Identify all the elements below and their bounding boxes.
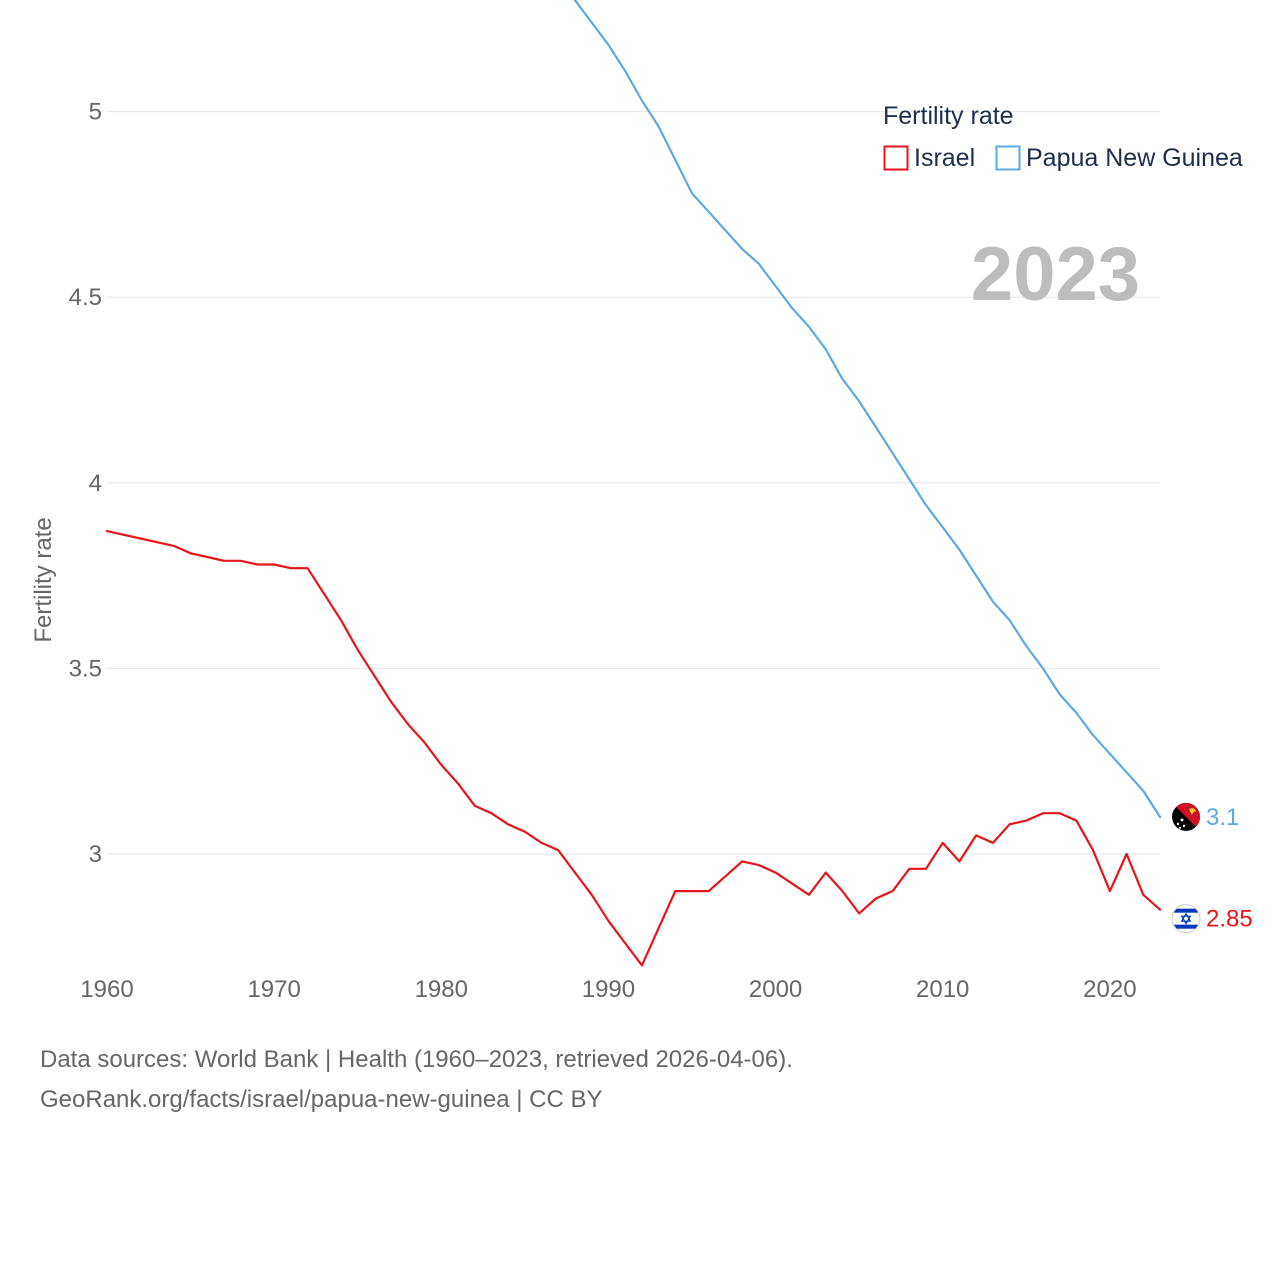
x-tick-label: 2020 [1083,976,1136,1003]
y-axis-title: Fertility rate [30,517,57,642]
x-tick-label: 1960 [80,976,133,1003]
data-source-text: Data sources: World Bank | Health (1960–… [40,1046,793,1073]
legend-item-papua-new-guinea[interactable]: Papua New Guinea [995,144,1243,172]
end-label-israel: 2.85 [1206,906,1253,933]
legend-item-israel[interactable]: Israel [883,144,976,172]
israel-flag-icon [1171,904,1201,934]
x-tick-label: 1980 [415,976,468,1003]
x-tick-label: 2010 [916,976,969,1003]
year-label: 2023 [971,232,1140,317]
series-line-papua-new-guinea[interactable] [107,0,1162,819]
y-axis-ticks: 33.544.555.56 [69,99,102,868]
attribution-text: GeoRank.org/facts/israel/papua-new-guine… [40,1086,603,1113]
y-tick-label: 3 [89,841,102,868]
gridlines [107,111,1160,855]
legend-label-israel: Israel [914,144,975,172]
x-tick-label: 1970 [247,976,300,1003]
y-tick-label: 5 [89,99,102,126]
x-axis-ticks: 1960 1970 1980 1990 2000 2010 2020 [80,976,1136,1003]
y-tick-label: 4 [89,470,102,497]
legend-title: Fertility rate [883,102,1014,130]
legend-swatch-papua-new-guinea [995,145,1021,171]
y-tick-label: 4.5 [69,284,102,311]
papua-new-guinea-flag-icon [1172,802,1200,831]
legend-label-papua-new-guinea: Papua New Guinea [1026,144,1243,172]
y-tick-label: 3.5 [69,655,102,682]
x-tick-label: 2000 [749,976,802,1003]
legend: Fertility rate Israel Papua New Guinea [883,102,1243,172]
x-tick-label: 1990 [582,976,635,1003]
footer: Data sources: World Bank | Health (1960–… [40,1040,793,1120]
series-layer [105,0,1162,967]
legend-swatch-israel [883,145,909,171]
end-label-papua-new-guinea: 3.1 [1206,804,1239,831]
series-line-israel[interactable] [105,529,1162,967]
